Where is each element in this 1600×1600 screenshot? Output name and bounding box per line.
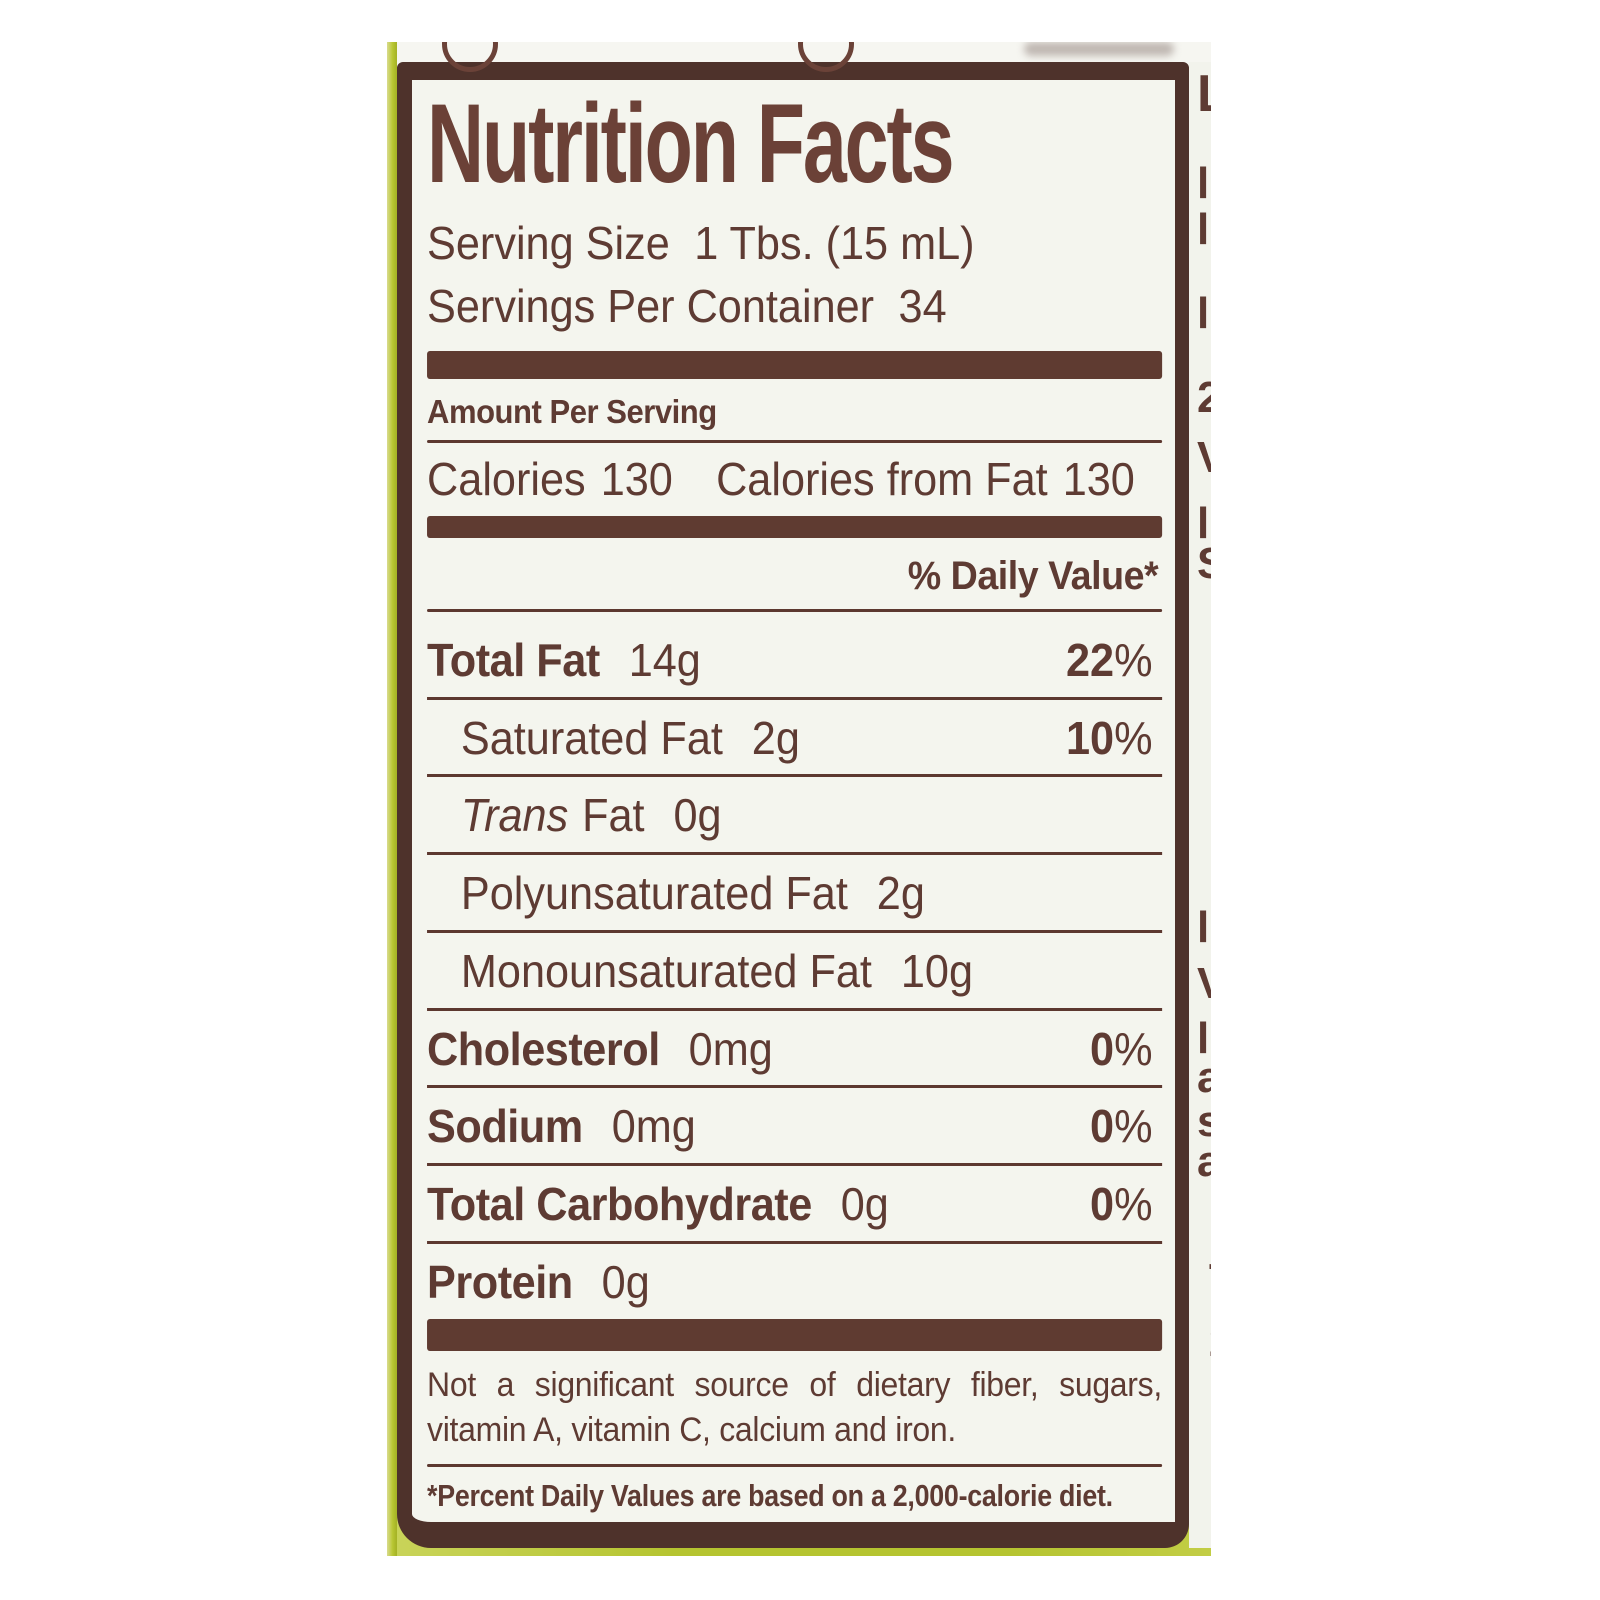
nutrient-amount: 2g bbox=[751, 711, 800, 764]
nutrient-percent: 0% bbox=[1090, 1022, 1162, 1075]
percent-number: 0 bbox=[1090, 1022, 1115, 1075]
nutrient-percent: 22% bbox=[1066, 636, 1162, 685]
percent-number: 0 bbox=[1090, 1178, 1115, 1231]
nutrition-facts-panel: Nutrition Facts Serving Size 1 Tbs. (15 … bbox=[397, 62, 1189, 1548]
clipped-letter-fragment: T bbox=[1209, 1258, 1211, 1302]
clipped-letter-fragment: l bbox=[1197, 1014, 1210, 1063]
nutrient-amount: 10g bbox=[900, 944, 974, 997]
nutrient-row-protein: Protein 0g bbox=[427, 1244, 1162, 1319]
clipped-letter-fragment: l bbox=[1197, 499, 1210, 548]
daily-value-footnote: *Percent Daily Values are based on a 2,0… bbox=[427, 1478, 1113, 1514]
percent-number: 10 bbox=[1066, 711, 1115, 764]
nutrient-name: Sodium bbox=[427, 1100, 583, 1153]
servings-per-container-value: 34 bbox=[898, 280, 947, 333]
percent-sign: % bbox=[1114, 1022, 1153, 1075]
calories-label: Calories bbox=[427, 452, 586, 505]
clipped-letter-fragment: a bbox=[1197, 1053, 1211, 1102]
nutrient-name: Protein bbox=[427, 1255, 573, 1308]
insignificant-nutrients-note: Not a significant source of dietary fibe… bbox=[427, 1365, 1162, 1449]
bottle-edge-left bbox=[387, 42, 397, 1556]
servings-per-container-label: Servings Per Container bbox=[427, 280, 875, 333]
nutrient-name: Total Fat bbox=[427, 633, 600, 686]
serving-info: Serving Size 1 Tbs. (15 mL) Servings Per… bbox=[427, 212, 1162, 339]
nutrient-name: Cholesterol bbox=[427, 1022, 660, 1075]
calories-row: Calories 130 Calories from Fat 130 bbox=[427, 452, 1162, 506]
percent-sign: % bbox=[1114, 711, 1153, 764]
adjacent-column-strip: L l l l 2 V l S l V l a s a T 2 bbox=[1189, 62, 1211, 1548]
percent-sign: % bbox=[1114, 1178, 1153, 1231]
percent-number: 0 bbox=[1090, 1100, 1115, 1153]
nutrient-amount: 14g bbox=[628, 633, 701, 686]
thin-divider bbox=[427, 439, 1162, 443]
clipped-letter-fragment: L bbox=[1197, 68, 1211, 120]
thick-divider bbox=[427, 350, 1162, 379]
nutrient-name: Total Carbohydrate bbox=[427, 1178, 812, 1231]
nutrient-amount: 0mg bbox=[611, 1100, 696, 1153]
nutrient-row-polyunsaturated-fat: Polyunsaturated Fat 2g bbox=[427, 855, 1162, 933]
nutrient-amount: 0g bbox=[601, 1255, 650, 1308]
clipped-letter-fragment: S bbox=[1197, 542, 1211, 586]
blurred-text-fragment bbox=[1024, 42, 1174, 56]
clipped-letter-fragment: 2 bbox=[1197, 373, 1211, 422]
servings-per-container-row: Servings Per Container 34 bbox=[427, 275, 1162, 338]
calories-from-fat-label: Calories from Fat bbox=[716, 452, 1048, 505]
clipped-letter-fragment: 2 bbox=[1209, 1320, 1211, 1364]
serving-size-label: Serving Size bbox=[427, 217, 670, 269]
calories-from-fat-value: 130 bbox=[1062, 452, 1135, 505]
nutrient-amount: 0g bbox=[840, 1178, 889, 1231]
thin-divider bbox=[427, 608, 1162, 612]
thin-divider bbox=[427, 1464, 1162, 1468]
clipped-letter-fragment: l bbox=[1197, 289, 1210, 338]
daily-value-header: % Daily Value* bbox=[907, 553, 1159, 598]
percent-number: 22 bbox=[1066, 633, 1115, 686]
panel-content: Nutrition Facts Serving Size 1 Tbs. (15 … bbox=[412, 88, 1175, 1517]
nutrient-percent: 0% bbox=[1090, 1180, 1162, 1229]
clipped-letter-fragment: V bbox=[1197, 962, 1211, 1006]
nutrient-percent: 0% bbox=[1090, 1102, 1162, 1151]
serving-size-value: 1 Tbs. (15 mL) bbox=[694, 217, 975, 269]
amount-per-serving-header: Amount Per Serving bbox=[427, 392, 717, 430]
clipped-letter-fragment: l bbox=[1197, 903, 1210, 952]
clipped-letter-fragment: l bbox=[1197, 159, 1210, 208]
nutrient-row-total-carbohydrate: Total Carbohydrate 0g 0% bbox=[427, 1166, 1162, 1244]
nutrient-amount: 0g bbox=[673, 789, 722, 842]
panel-title: Nutrition Facts bbox=[427, 81, 955, 206]
thick-divider bbox=[427, 1318, 1162, 1351]
nutrient-row-total-fat: Total Fat 14g 22% bbox=[427, 622, 1162, 700]
nutrient-table: Total Fat 14g 22% Saturated Fat 2g 10% T… bbox=[427, 622, 1162, 1319]
clipped-letter-fragment: a bbox=[1197, 1137, 1211, 1186]
nutrient-row-saturated-fat: Saturated Fat 2g 10% bbox=[427, 700, 1162, 778]
nutrient-name: Polyunsaturated Fat bbox=[460, 867, 848, 920]
thick-divider bbox=[427, 515, 1162, 538]
clipped-letter-fragment: s bbox=[1197, 1097, 1211, 1146]
percent-sign: % bbox=[1114, 633, 1153, 686]
nutrient-row-sodium: Sodium 0mg 0% bbox=[427, 1088, 1162, 1167]
serving-size-row: Serving Size 1 Tbs. (15 mL) bbox=[427, 212, 1162, 275]
nutrient-percent: 10% bbox=[1066, 711, 1162, 764]
nutrient-row-monounsaturated-fat: Monounsaturated Fat 10g bbox=[427, 933, 1162, 1011]
clipped-letter-fragment: l bbox=[1197, 205, 1210, 254]
nutrient-amount: 0mg bbox=[688, 1022, 773, 1075]
nutrient-row-trans-fat: Trans Fat 0g bbox=[427, 777, 1162, 856]
nutrient-name: Fat bbox=[582, 789, 645, 842]
calories-value: 130 bbox=[600, 452, 673, 505]
nutrient-name: Monounsaturated Fat bbox=[460, 944, 872, 997]
nutrient-name: Saturated Fat bbox=[460, 711, 723, 764]
product-label-photo: Nutrition Facts Serving Size 1 Tbs. (15 … bbox=[387, 42, 1211, 1556]
nutrient-amount: 2g bbox=[876, 867, 925, 920]
clipped-letter-fragment: V bbox=[1197, 436, 1211, 480]
nutrient-name-italic: Trans bbox=[460, 789, 569, 842]
percent-sign: % bbox=[1114, 1100, 1153, 1153]
nutrient-row-cholesterol: Cholesterol 0mg 0% bbox=[427, 1011, 1162, 1089]
